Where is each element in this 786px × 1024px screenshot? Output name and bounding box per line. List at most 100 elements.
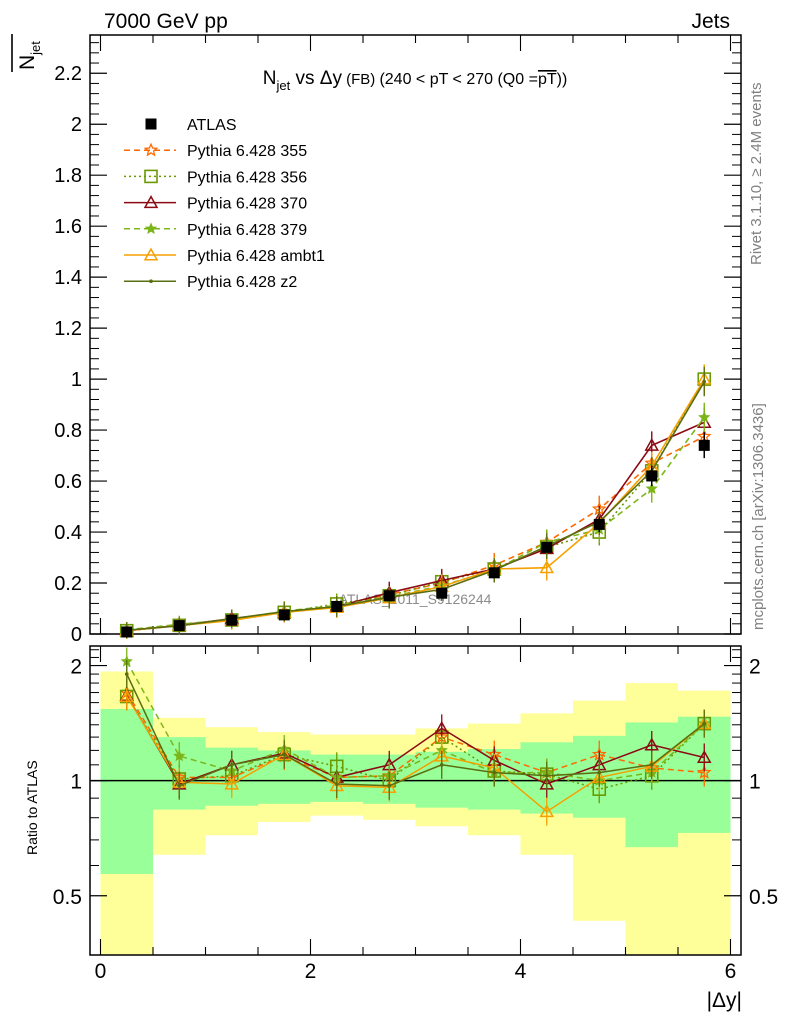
main-series-point	[644, 437, 660, 451]
atlas-data-point	[383, 590, 395, 602]
atlas-data-point	[331, 600, 343, 612]
atlas-data-point	[226, 614, 238, 626]
main-y-tick-label: 1	[71, 369, 82, 391]
legend-marker	[144, 169, 158, 184]
main-y-tick-label: 0.4	[54, 522, 82, 544]
ylabel-subscript: jet	[28, 41, 43, 56]
ratio-series-point	[696, 749, 712, 764]
x-tick-label: 4	[515, 960, 527, 983]
legend-marker	[143, 247, 159, 261]
ratio-series-point	[649, 763, 654, 767]
legend-label: Pythia 6.428 z2	[187, 274, 297, 291]
atlas-data-point	[173, 620, 185, 632]
main-series-line	[126, 435, 705, 632]
atlas-data-point	[646, 470, 658, 482]
main-y-axis-label: Njet	[16, 41, 43, 70]
main-y-tick-label: 2	[71, 114, 82, 136]
legend-label: Pythia 6.428 379	[187, 222, 307, 239]
energy-label: 7000 GeV pp	[104, 10, 228, 33]
uncertainty-band-inner	[100, 708, 153, 875]
ratio-series-point	[177, 783, 182, 788]
x-tick-label: 6	[725, 960, 737, 983]
main-y-tick-label: 1.8	[54, 165, 82, 187]
title-main: N	[263, 68, 277, 89]
ratio-series-line	[126, 692, 705, 779]
ratio-series-point	[334, 782, 339, 786]
main-y-tick-label: 1.6	[54, 216, 82, 238]
x-tick-label: 2	[305, 960, 317, 983]
main-series-line	[126, 381, 705, 631]
ratio-series-point	[702, 721, 707, 726]
main-series-line	[126, 416, 705, 631]
atlas-data-point	[121, 626, 133, 638]
main-y-tick-label: 0.6	[54, 471, 82, 493]
ratio-y-tick-label-right: 2	[749, 656, 761, 679]
x-axis-label: |Δy|	[707, 989, 742, 1012]
main-y-tick-label: 1.4	[54, 267, 82, 289]
ratio-y-tick-label: 2	[70, 656, 82, 679]
ratio-series-point	[224, 776, 240, 790]
ratio-series-point	[434, 720, 450, 734]
main-series-point	[645, 482, 658, 494]
ratio-y-tick-label: 1	[70, 771, 82, 794]
legend-label: Pythia 6.428 370	[187, 196, 307, 213]
ratio-y-tick-label-right: 0.5	[749, 886, 778, 909]
legend: ATLAS Pythia 6.428 355 Pythia 6.428 356 Pyt…	[124, 117, 325, 291]
ratio-series-point	[173, 749, 186, 762]
ratio-y-tick-label: 0.5	[53, 886, 82, 909]
title-rest: vs Δy	[290, 68, 342, 89]
atlas-data-point	[698, 439, 710, 451]
mcplots-label: mcplots.cern.ch [arXiv:1306.3436]	[750, 403, 767, 630]
atlas-data-point	[593, 518, 605, 530]
main-plot-area: 0 0.2 0.4 0.6 0.8 1 1.2 1.4 1.6 1.8 2 2.2	[54, 34, 742, 646]
title-subscript: jet	[275, 78, 290, 93]
ylabel-main: N	[16, 55, 39, 70]
main-series-point	[539, 560, 555, 574]
ratio-series-point	[119, 688, 135, 703]
ratio-y-tick-label-right: 1	[749, 771, 761, 794]
legend-marker	[149, 279, 153, 284]
main-plot-title: Njet vs Δy (FB) (240 < pT < 270 (Q0 =pT)…	[263, 68, 568, 93]
ratio-series-point	[696, 764, 712, 779]
main-y-tick-label: 0	[71, 624, 82, 646]
ratio-plot-area: 0.5 0.5 1 1 2 2 0 2 4 6	[53, 645, 778, 983]
ratio-series-point	[544, 773, 549, 778]
x-tick-label: 0	[95, 960, 107, 983]
atlas-data-point	[278, 609, 290, 621]
ratio-y-axis-label: Ratio to ATLAS	[24, 760, 40, 855]
analysis-watermark: ATLAS_2011_S9126244	[339, 591, 492, 607]
legend-label: ATLAS	[187, 117, 237, 134]
ratio-series-point	[282, 752, 287, 757]
legend-label: Pythia 6.428 356	[187, 169, 307, 186]
atlas-data-point	[488, 567, 500, 579]
legend-marker	[143, 142, 159, 157]
ratio-series-line	[126, 696, 705, 790]
legend-marker	[145, 118, 157, 130]
process-label: Jets	[691, 10, 730, 33]
main-series-point	[702, 379, 707, 384]
legend-label: Pythia 6.428 355	[187, 143, 307, 160]
legend-label: Pythia 6.428 ambt1	[187, 248, 325, 265]
ratio-series-point	[644, 737, 660, 751]
main-series-point	[698, 410, 711, 423]
atlas-data-point	[541, 541, 553, 553]
title-condition: (240 < pT < 270 (Q0 =	[379, 71, 537, 88]
title-end: ))	[557, 71, 568, 88]
ratio-series-point	[539, 804, 555, 818]
main-y-tick-label: 0.2	[54, 573, 82, 595]
ratio-series-point	[229, 763, 234, 767]
rivet-version-label: Rivet 3.1.10, ≥ 2.4M events	[748, 83, 765, 266]
ratio-series-point	[387, 783, 392, 788]
main-y-tick-label: 2.2	[54, 63, 82, 85]
title-overline: pT	[538, 71, 557, 88]
ratio-series-line	[126, 696, 705, 813]
ratio-series-point	[124, 672, 129, 676]
legend-marker	[143, 195, 159, 209]
title-small: (FB)	[342, 71, 380, 88]
atlas-data-point	[436, 587, 448, 599]
ratio-series-point	[597, 770, 602, 775]
ratio-series-point	[492, 770, 497, 775]
legend-marker	[144, 222, 158, 235]
ratio-series-line	[126, 673, 705, 787]
